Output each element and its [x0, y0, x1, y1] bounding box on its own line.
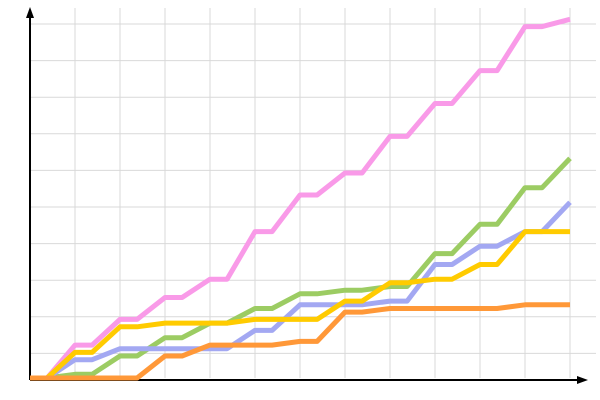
- y-axis-arrow-icon: [26, 7, 34, 18]
- x-axis-arrow-icon: [577, 376, 588, 384]
- series-pink: [30, 16, 571, 381]
- series-orange: [30, 302, 570, 381]
- series-yellow: [30, 229, 570, 381]
- series-layer: [30, 16, 572, 381]
- series-green: [30, 156, 572, 381]
- series-periwinkle: [30, 200, 572, 381]
